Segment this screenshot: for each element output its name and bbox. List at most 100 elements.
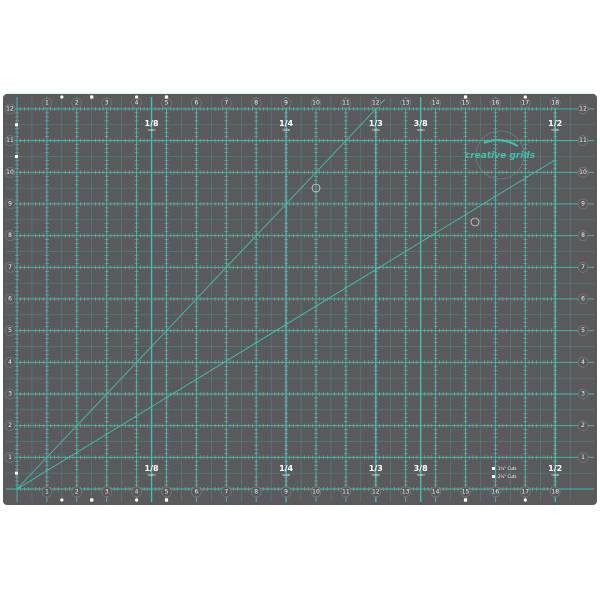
vertical-number: 7 [8, 264, 12, 271]
vertical-number: 12 [6, 105, 14, 112]
vertical-number: 5 [581, 327, 585, 334]
number-ring [4, 230, 16, 241]
horizontal-number: 10 [312, 100, 320, 107]
square-icon [15, 471, 18, 475]
legend-square-label: 2½" Cuts [498, 474, 517, 479]
number-ring [221, 486, 232, 498]
vertical-number: 10 [6, 169, 14, 176]
half-inch-grid-lines [6, 92, 594, 502]
number-ring [41, 97, 53, 109]
number-ring [191, 97, 202, 109]
horizontal-number: 9 [284, 100, 288, 107]
yard-label: 1/2 [548, 464, 562, 473]
angle-line-30 [16, 159, 556, 490]
number-ring [161, 486, 172, 498]
yard-label: 1/3 [369, 464, 383, 473]
yard-unit: YARD [372, 473, 381, 477]
angle-line-45 [16, 99, 386, 490]
number-ring [577, 167, 589, 178]
yard-unit: YARD [417, 128, 426, 132]
number-ring [280, 97, 292, 109]
number-ring [4, 103, 16, 115]
legend-star-label: 1½" Cuts [498, 466, 517, 471]
number-ring [577, 357, 589, 368]
yard-label: 1/4 [279, 119, 293, 128]
horizontal-number: 2 [75, 100, 79, 107]
brand-logo-text: creative grids [465, 151, 536, 161]
yard-unit: YARD [148, 473, 157, 477]
yard-label: 1/2 [548, 119, 562, 128]
cut-markers [15, 95, 527, 502]
number-ring [310, 97, 322, 109]
number-ring [577, 420, 589, 431]
vertical-number: 8 [581, 232, 585, 239]
number-ring [4, 135, 16, 146]
number-ring [4, 325, 16, 336]
horizontal-number: 1 [45, 100, 49, 107]
horizontal-number: 4 [135, 100, 139, 107]
horizontal-number: 15 [462, 100, 470, 107]
number-ring [577, 230, 589, 241]
square-icon [15, 123, 18, 127]
horizontal-number: 6 [194, 100, 198, 107]
number-ring [101, 486, 112, 498]
horizontal-number: 8 [254, 489, 258, 496]
yard-label: 1/8 [145, 464, 159, 473]
number-ring [250, 486, 262, 498]
vertical-number: 8 [8, 232, 12, 239]
horizontal-number: 3 [105, 100, 109, 107]
yard-label: 1/3 [369, 119, 383, 128]
horizontal-number: 8 [254, 100, 258, 107]
square-icon [463, 95, 468, 99]
number-ring [430, 486, 441, 498]
number-ring [577, 452, 589, 463]
star-icon [523, 95, 527, 99]
angle-lines [16, 99, 556, 490]
yard-unit: YARD [372, 128, 381, 132]
number-ring [577, 262, 589, 273]
horizontal-number: 18 [551, 489, 559, 496]
square-icon [492, 475, 495, 478]
number-ring [4, 198, 16, 210]
number-ring [430, 97, 441, 109]
number-ring [577, 293, 589, 305]
horizontal-number: 6 [194, 489, 198, 496]
vertical-number: 9 [8, 200, 12, 207]
yard-unit: YARD [551, 473, 560, 477]
horizontal-number: 18 [551, 100, 559, 107]
number-ring [460, 486, 471, 498]
horizontal-number: 7 [224, 100, 228, 107]
horizontal-number: 7 [224, 489, 228, 496]
number-ring [577, 198, 589, 210]
number-ring [310, 486, 322, 498]
number-ring [101, 97, 112, 109]
horizontal-number: 16 [492, 100, 500, 107]
number-ring [4, 357, 16, 368]
horizontal-number: 1 [45, 489, 49, 496]
number-ring [400, 486, 411, 498]
number-ring [577, 103, 589, 115]
vertical-number: 9 [581, 200, 585, 207]
square-icon [164, 95, 169, 99]
number-ring [370, 486, 382, 498]
horizontal-number: 12 [372, 489, 380, 496]
number-ring [71, 486, 83, 498]
number-ring [340, 97, 352, 109]
yard-label: 3/8 [414, 119, 428, 128]
vertical-number: 6 [581, 295, 585, 302]
vertical-number: 2 [581, 422, 585, 429]
horizontal-number: 3 [105, 489, 109, 496]
number-ring [370, 97, 382, 109]
yard-label: 1/8 [145, 119, 159, 128]
number-ring [41, 486, 53, 498]
star-icon [492, 467, 495, 470]
horizontal-number: 13 [402, 100, 410, 107]
vertical-number: 4 [581, 359, 585, 366]
star-icon [135, 498, 139, 502]
number-ring [250, 97, 262, 109]
vertical-number: 11 [6, 137, 14, 144]
vertical-number: 1 [581, 454, 585, 461]
vertical-number: 5 [8, 327, 12, 334]
yard-label: 3/8 [414, 464, 428, 473]
